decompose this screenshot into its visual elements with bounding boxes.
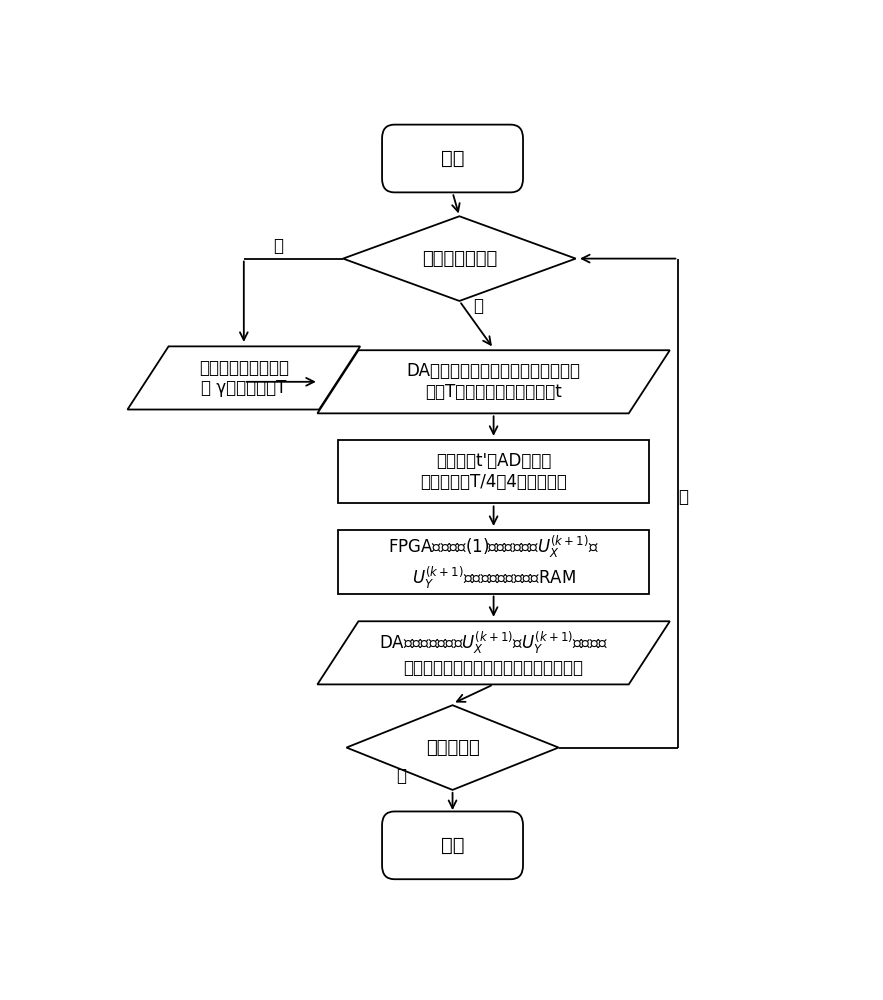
Text: 参数设置请求？: 参数设置请求？	[422, 250, 497, 268]
Text: FPGA根据公式(1)完成控制电压$U_{X}^{(k+1)}$、
$U_{Y}^{(k+1)}$的更新，写入双端口RAM: FPGA根据公式(1)完成控制电压$U_{X}^{(k+1)}$、 $U_{Y}…	[388, 533, 600, 591]
Text: 等待时刻t'，AD卡采集
时间间隔为T/4的4组性能指标: 等待时刻t'，AD卡采集 时间间隔为T/4的4组性能指标	[420, 452, 567, 491]
Polygon shape	[343, 216, 576, 301]
Text: 否: 否	[678, 488, 689, 506]
Polygon shape	[317, 621, 670, 684]
Polygon shape	[346, 705, 559, 790]
Text: 设定算法迭代步长参
数 γ、扫描周期T: 设定算法迭代步长参 数 γ、扫描周期T	[199, 359, 289, 397]
FancyBboxPatch shape	[382, 811, 523, 879]
Bar	[338, 440, 649, 503]
Text: DA卡输出控制信号，光纤端面开始周
期为T的二维扫描，记时刻为t: DA卡输出控制信号，光纤端面开始周 期为T的二维扫描，记时刻为t	[406, 362, 581, 401]
Text: 开始: 开始	[441, 149, 464, 168]
Bar	[338, 530, 649, 594]
Text: 是: 是	[273, 237, 283, 255]
Text: 迭代停止？: 迭代停止？	[426, 739, 479, 757]
Text: 否: 否	[473, 297, 483, 315]
FancyBboxPatch shape	[382, 125, 523, 192]
Text: DA卡输出控制信号$U_{X}^{(k+1)}$、$U_{Y}^{(k+1)}$至快速倾
斜反射镜，控制光束偏转到达当前迭代点: DA卡输出控制信号$U_{X}^{(k+1)}$、$U_{Y}^{(k+1)}$…	[379, 629, 608, 677]
Text: 是: 是	[396, 767, 406, 785]
Text: 退出: 退出	[441, 836, 464, 855]
Polygon shape	[127, 346, 360, 410]
Polygon shape	[317, 350, 670, 413]
